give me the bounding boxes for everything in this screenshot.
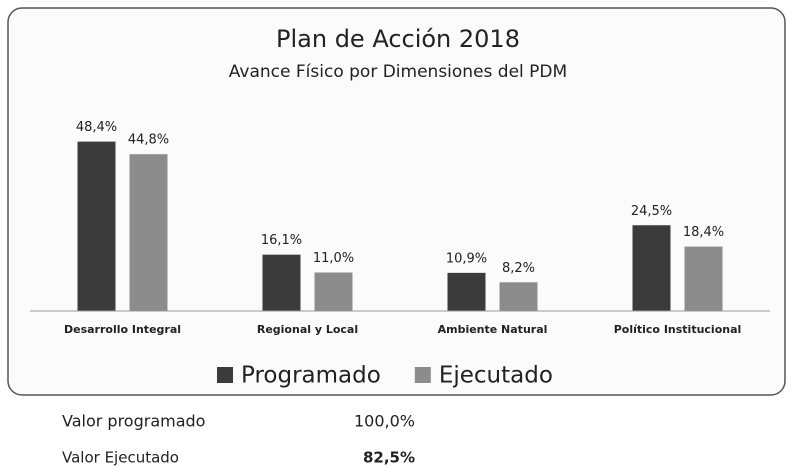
value-label: 11,0% xyxy=(313,251,354,266)
bar xyxy=(315,273,353,312)
bar xyxy=(448,273,486,311)
value-label: 10,9% xyxy=(446,251,487,266)
x-tick-label: Desarrollo Integral xyxy=(64,323,181,336)
summary: Valor programado 100,0% Valor Ejecutado … xyxy=(62,412,415,467)
chart-title: Plan de Acción 2018 xyxy=(276,25,520,53)
summary-label: Valor programado xyxy=(62,412,205,431)
bar xyxy=(500,282,538,311)
summary-label: Valor Ejecutado xyxy=(62,449,179,467)
value-label: 16,1% xyxy=(261,233,302,248)
legend-swatch xyxy=(217,367,233,383)
bar xyxy=(130,154,168,311)
legend-label: Ejecutado xyxy=(439,363,553,389)
summary-value: 100,0% xyxy=(354,412,415,431)
summary-value: 82,5% xyxy=(363,449,415,467)
x-tick-label: Político Institucional xyxy=(614,323,742,336)
value-label: 48,4% xyxy=(76,120,117,135)
value-label: 8,2% xyxy=(502,261,535,276)
legend-swatch xyxy=(415,367,431,383)
bar xyxy=(78,142,116,311)
value-label: 18,4% xyxy=(683,225,724,240)
bar xyxy=(633,225,671,311)
legend-label: Programado xyxy=(241,363,381,389)
bar xyxy=(263,255,301,311)
page: Plan de Acción 2018 Avance Físico por Di… xyxy=(0,0,793,467)
x-tick-label: Ambiente Natural xyxy=(438,323,548,336)
value-label: 24,5% xyxy=(631,204,672,219)
bar xyxy=(685,247,723,311)
x-tick-label: Regional y Local xyxy=(257,323,358,336)
chart-subtitle: Avance Físico por Dimensiones del PDM xyxy=(229,62,567,82)
value-label: 44,8% xyxy=(128,133,169,148)
